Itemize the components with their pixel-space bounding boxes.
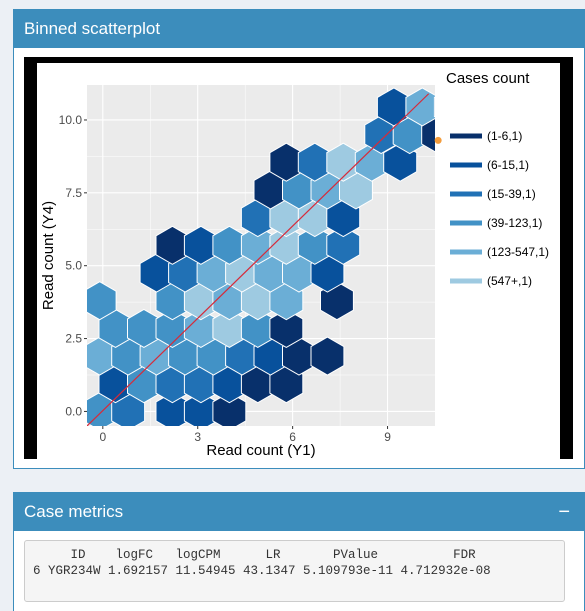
metrics-row: 6 YGR234W 1.692157 11.54945 43.1347 5.10… [33,564,491,578]
panel-header: Case metrics − [14,493,584,531]
plot-area: 0.0 2.5 5.0 7.5 10.0 0 3 6 9 Read count (Y1) Read … [37,63,560,459]
fit-line [87,93,430,426]
metrics-output: ID logFC logCPM LR PValue FDR 6 YGR234W 1… [24,540,565,602]
x-tick-label: 6 [289,430,296,444]
hexbin [405,87,435,127]
metrics-header: ID logFC logCPM LR PValue FDR [33,548,476,562]
y-tick-label: 5.0 [65,259,82,273]
hexbin [433,96,435,118]
y-tick-label: 7.5 [65,186,82,200]
hexbin-chart: 0.0 2.5 5.0 7.5 10.0 0 3 6 9 Read count (Y1) Read … [40,70,549,459]
legend-label: (6-15,1) [487,158,529,172]
highlight-point [434,136,442,144]
legend-label: (39-123,1) [487,216,542,230]
legend-label: (15-39,1) [487,187,536,201]
panel-title: Case metrics [24,502,124,521]
legend-label: (1-6,1) [487,129,522,143]
legend-label: (123-547,1) [487,245,549,259]
hexbin [269,308,304,348]
legend-label: (547+,1) [487,274,532,288]
x-tick-label: 0 [99,430,106,444]
hexbin [326,225,361,265]
hexbin [310,336,345,376]
minus-icon[interactable]: − [558,501,570,523]
y-tick-label: 10.0 [59,113,83,127]
y-tick-label: 0.0 [65,404,82,418]
hexbin-layer [87,87,435,426]
case-metrics-panel: Case metrics − ID logFC logCPM LR PValue… [13,492,585,611]
legend-title: Cases count [446,70,530,87]
hexbin [212,391,247,426]
x-tick-label: 9 [384,430,391,444]
binned-scatterplot-panel: Binned scatterplot 0.0 2.5 5.0 7.5 10.0 0 3 6 9 R… [13,9,585,469]
hexbin [87,281,117,321]
x-tick-label: 3 [194,430,201,444]
y-axis-title: Read count (Y4) [40,201,57,310]
x-axis-title: Read count (Y1) [206,442,315,459]
y-tick-label: 2.5 [65,332,82,346]
panel-title: Binned scatterplot [24,19,161,38]
plot-frame: 0.0 2.5 5.0 7.5 10.0 0 3 6 9 Read count (Y1) Read … [24,57,573,459]
panel-header: Binned scatterplot [14,10,584,48]
